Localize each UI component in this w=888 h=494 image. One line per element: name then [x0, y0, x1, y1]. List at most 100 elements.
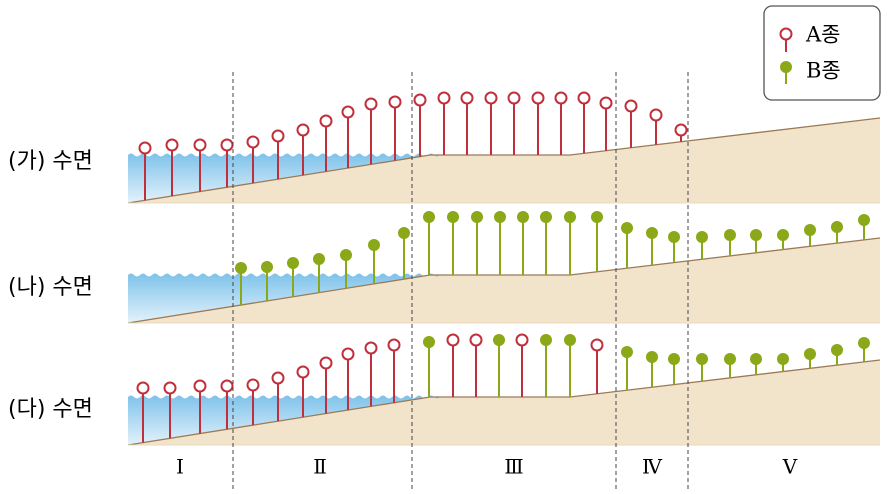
panel — [127, 91, 881, 204]
plant-b-head — [696, 231, 708, 243]
zone-label: Ⅰ — [176, 455, 184, 479]
plant-a-head — [554, 91, 568, 105]
plant-b-head — [591, 211, 603, 223]
ground — [128, 360, 880, 445]
legend-a-label: A종 — [805, 23, 841, 47]
plant-b-head — [804, 224, 816, 236]
plant-b-head — [517, 211, 529, 223]
plant-a-head — [599, 96, 613, 110]
plant-a-head — [577, 91, 591, 105]
water — [128, 395, 440, 445]
panel — [127, 333, 881, 446]
legend: A종 B종 — [763, 5, 881, 101]
plant-a-head — [469, 333, 483, 347]
plant-a-head — [364, 341, 378, 355]
plant-b-head — [471, 211, 483, 223]
row-label: (가) 수면 — [8, 149, 93, 174]
zone-label: Ⅳ — [642, 455, 663, 479]
plant-a-head — [220, 379, 234, 393]
plant-b-head — [668, 231, 680, 243]
plant-b-head — [368, 239, 380, 251]
plant-b-head — [831, 344, 843, 356]
panel — [127, 211, 881, 324]
plant-a-head — [413, 93, 427, 107]
plant-b-head — [858, 214, 870, 226]
plant-b-head — [564, 334, 576, 346]
plant-b-head — [398, 227, 410, 239]
plant-a-head — [649, 108, 663, 122]
plant-b-head — [696, 353, 708, 365]
plant-a-head — [531, 91, 545, 105]
panels — [127, 91, 881, 446]
plant-b-head — [646, 227, 658, 239]
zone-label: Ⅴ — [782, 455, 798, 479]
plant-b-head — [287, 257, 299, 269]
plant-b-head — [724, 353, 736, 365]
plant-a-head — [484, 91, 498, 105]
plant-b-head — [804, 348, 816, 360]
plant-b-head — [494, 211, 506, 223]
plant-b-head — [831, 221, 843, 233]
ground — [128, 238, 880, 323]
row-label: (나) 수면 — [8, 275, 93, 300]
plant-b-head — [235, 262, 247, 274]
legend-b-head — [780, 61, 792, 73]
plant-b-head — [340, 249, 352, 261]
plant-a-head — [246, 135, 260, 149]
plant-a-head — [387, 338, 401, 352]
plant-a-head — [460, 91, 474, 105]
plant-a-head — [437, 91, 451, 105]
plant-a-head — [246, 378, 260, 392]
plant-a-head — [341, 347, 355, 361]
plant-b-head — [750, 229, 762, 241]
plant-b-head — [750, 353, 762, 365]
legend-box — [763, 5, 881, 101]
plant-a-head — [624, 99, 638, 113]
plant-a-head — [165, 138, 179, 152]
plant-a-head — [341, 105, 355, 119]
plant-a-head — [364, 97, 378, 111]
plant-b-head — [423, 336, 435, 348]
plant-a-head — [193, 379, 207, 393]
zone-label: Ⅲ — [504, 455, 523, 479]
plant-a-head — [319, 356, 333, 370]
plant-b-head — [858, 337, 870, 349]
zone-label: Ⅱ — [313, 455, 327, 479]
legend-a-head — [779, 27, 793, 41]
plant-a-head — [271, 371, 285, 385]
plant-b-head — [621, 222, 633, 234]
plant-b-head — [724, 229, 736, 241]
plant-b-head — [777, 229, 789, 241]
ground — [128, 118, 880, 203]
plant-b-head — [668, 353, 680, 365]
plant-b-head — [447, 211, 459, 223]
legend-b-label: B종 — [806, 59, 841, 83]
plant-a-head — [590, 338, 604, 352]
plant-a-head — [446, 333, 460, 347]
plant-a-head — [319, 114, 333, 128]
plant-a-head — [296, 365, 310, 379]
plant-b-head — [646, 351, 658, 363]
plant-a-head — [507, 91, 521, 105]
plant-b-head — [493, 334, 505, 346]
plant-a-head — [220, 138, 234, 152]
plant-a-head — [515, 333, 529, 347]
plant-b-head — [540, 211, 552, 223]
plant-b-head — [621, 346, 633, 358]
row-label: (다) 수면 — [8, 397, 93, 422]
plant-a-head — [193, 138, 207, 152]
plant-a-head — [674, 123, 688, 137]
plant-a-head — [136, 381, 150, 395]
water — [128, 273, 440, 323]
plant-b-head — [777, 353, 789, 365]
plant-b-head — [261, 261, 273, 273]
plant-a-head — [163, 381, 177, 395]
plant-b-head — [540, 334, 552, 346]
plant-a-head — [271, 129, 285, 143]
plant-b-head — [313, 253, 325, 265]
plant-a-head — [388, 95, 402, 109]
plant-b-head — [423, 211, 435, 223]
plant-b-head — [564, 211, 576, 223]
plant-a-head — [296, 123, 310, 137]
